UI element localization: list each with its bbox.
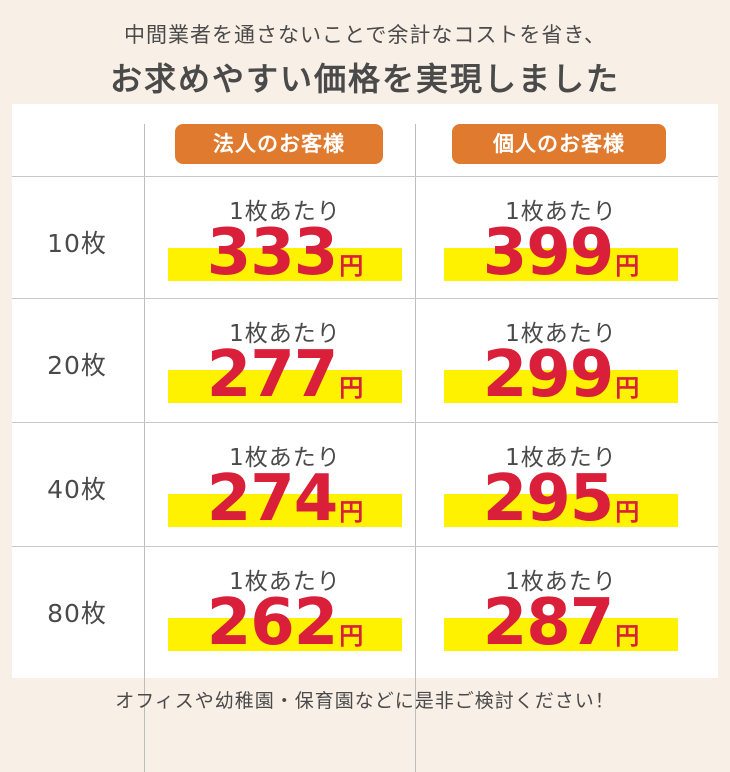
- price-cell-individual: 1枚あたり 287円: [431, 552, 691, 662]
- price-cell-individual: 1枚あたり 299円: [431, 304, 691, 414]
- currency-label: 円: [339, 252, 364, 280]
- price-value: 274: [206, 462, 339, 536]
- currency-label: 円: [615, 498, 640, 526]
- row-divider: [12, 176, 718, 177]
- price-value: 277: [206, 338, 339, 412]
- price-highlight: [168, 494, 402, 527]
- price-highlight: [168, 618, 402, 651]
- column-divider: [415, 124, 416, 772]
- price-value: 333: [206, 216, 339, 290]
- currency-label: 円: [339, 498, 364, 526]
- currency-label: 円: [615, 252, 640, 280]
- price-cell-corporate: 1枚あたり 277円: [155, 304, 415, 414]
- price-highlight: [444, 494, 678, 527]
- page-title: お求めやすい価格を実現しました: [109, 60, 620, 98]
- price-highlight: [168, 370, 402, 403]
- price: 295円: [431, 462, 691, 536]
- price: 333円: [155, 216, 415, 290]
- row-divider: [12, 422, 718, 423]
- currency-label: 円: [615, 622, 640, 650]
- price-cell-individual: 1枚あたり 399円: [431, 182, 691, 292]
- price-cell-corporate: 1枚あたり 274円: [155, 428, 415, 538]
- header: 中間業者を通さないことで余計なコストを省き、 お求めやすい価格を実現しました: [0, 0, 730, 104]
- column-header-corporate: 法人のお客様: [175, 124, 383, 164]
- unit-label: 1枚あたり: [505, 445, 617, 471]
- price-value: 287: [482, 586, 615, 660]
- page-subtitle: 中間業者を通さないことで余計なコストを省き、: [124, 23, 606, 47]
- price: 299円: [431, 338, 691, 412]
- row-divider: [12, 298, 718, 299]
- column-divider: [144, 124, 145, 772]
- price-highlight: [168, 248, 402, 281]
- currency-label: 円: [339, 622, 364, 650]
- price-value: 295: [482, 462, 615, 536]
- price-cell-individual: 1枚あたり 295円: [431, 428, 691, 538]
- price-value: 262: [206, 586, 339, 660]
- row-quantity-label: 80枚: [47, 599, 107, 628]
- unit-label: 1枚あたり: [229, 199, 341, 225]
- price-table: 法人のお客様 個人のお客様 10枚 1枚あたり 333円 1枚あたり 399円 …: [12, 104, 718, 772]
- price-value: 399: [482, 216, 615, 290]
- price: 287円: [431, 586, 691, 660]
- currency-label: 円: [339, 374, 364, 402]
- footer-note: オフィスや幼稚園・保育園などに是非ご検討ください！: [115, 690, 615, 712]
- unit-label: 1枚あたり: [229, 569, 341, 595]
- unit-label: 1枚あたり: [505, 199, 617, 225]
- price: 277円: [155, 338, 415, 412]
- column-header-individual: 個人のお客様: [452, 124, 666, 164]
- price-cell-corporate: 1枚あたり 262円: [155, 552, 415, 662]
- price-highlight: [444, 618, 678, 651]
- price-highlight: [444, 248, 678, 281]
- unit-label: 1枚あたり: [505, 321, 617, 347]
- price: 274円: [155, 462, 415, 536]
- price-value: 299: [482, 338, 615, 412]
- row-divider: [12, 546, 718, 547]
- price-highlight: [444, 370, 678, 403]
- unit-label: 1枚あたり: [505, 569, 617, 595]
- unit-label: 1枚あたり: [229, 445, 341, 471]
- row-quantity-label: 40枚: [47, 475, 107, 504]
- row-quantity-label: 20枚: [47, 351, 107, 380]
- unit-label: 1枚あたり: [229, 321, 341, 347]
- currency-label: 円: [615, 374, 640, 402]
- row-quantity-label: 10枚: [47, 229, 107, 258]
- price-cell-corporate: 1枚あたり 333円: [155, 182, 415, 292]
- price: 262円: [155, 586, 415, 660]
- price: 399円: [431, 216, 691, 290]
